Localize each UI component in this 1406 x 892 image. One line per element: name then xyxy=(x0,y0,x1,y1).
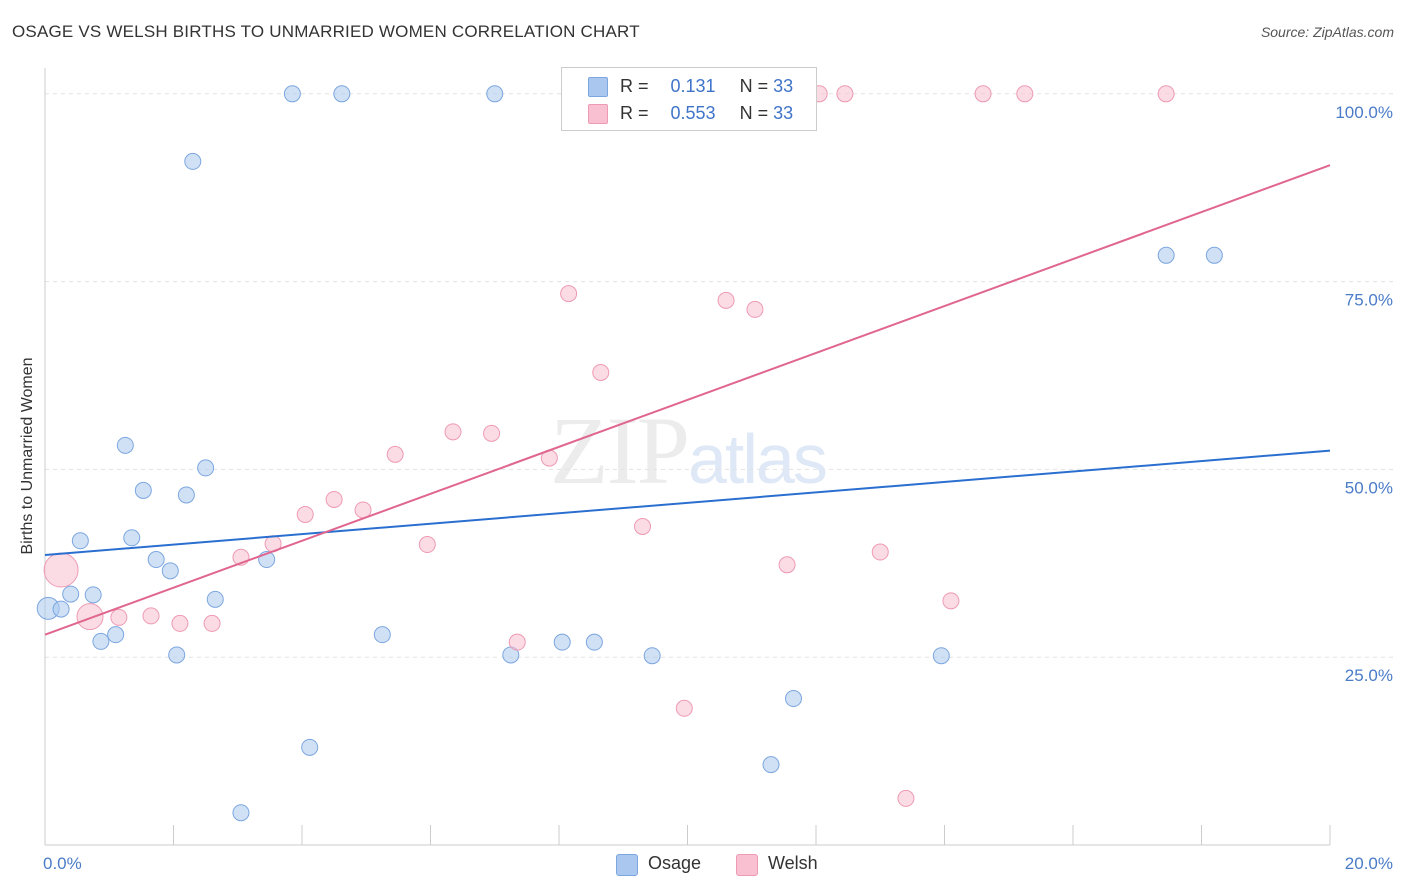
data-point-welsh xyxy=(560,285,578,303)
data-point-welsh xyxy=(171,614,189,632)
data-point-welsh xyxy=(634,517,652,535)
data-point-welsh xyxy=(1157,85,1175,103)
data-point-osage xyxy=(184,152,202,170)
data-point-osage xyxy=(785,690,803,708)
data-point-welsh xyxy=(142,607,160,625)
y-tick-label: 75.0% xyxy=(1345,291,1393,310)
data-point-osage xyxy=(177,486,195,504)
data-point-osage xyxy=(486,85,504,103)
bottom-legend-label-welsh: Welsh xyxy=(768,853,818,873)
data-point-osage xyxy=(206,590,224,608)
data-point-osage xyxy=(116,436,134,454)
data-point-osage xyxy=(932,647,950,665)
chart-title: OSAGE VS WELSH BIRTHS TO UNMARRIED WOMEN… xyxy=(12,22,640,41)
y-tick-label: 25.0% xyxy=(1345,666,1393,685)
data-point-welsh xyxy=(296,505,314,523)
y-tick-label: 50.0% xyxy=(1345,478,1393,497)
data-point-osage xyxy=(197,459,215,477)
bottom-legend-swatch-osage xyxy=(616,854,638,876)
data-point-osage xyxy=(107,626,125,644)
legend-n-value-welsh: 33 xyxy=(773,103,794,123)
bottom-legend-swatch-welsh xyxy=(736,854,758,876)
trend-line-osage xyxy=(44,449,1331,557)
legend-swatch-welsh xyxy=(588,104,608,124)
legend-r-value-osage: 0.131 xyxy=(670,76,716,96)
data-point-osage xyxy=(1157,246,1175,264)
data-point-welsh xyxy=(418,536,436,554)
data-point-welsh xyxy=(43,552,79,588)
data-point-welsh xyxy=(746,300,764,318)
data-point-welsh xyxy=(76,603,104,631)
data-point-osage xyxy=(84,586,102,604)
data-point-welsh xyxy=(778,556,796,574)
data-point-welsh xyxy=(717,291,735,309)
data-point-welsh xyxy=(1016,85,1034,103)
y-tick-label: 100.0% xyxy=(1335,103,1393,122)
data-point-welsh xyxy=(675,699,693,717)
data-point-osage xyxy=(161,562,179,580)
data-point-welsh xyxy=(386,445,404,463)
correlation-legend: R = 0.131 N = 33 R = 0.553 N = 33 xyxy=(561,67,817,131)
data-point-osage xyxy=(283,85,301,103)
data-point-osage xyxy=(147,551,165,569)
data-point-osage xyxy=(1205,246,1223,264)
data-point-osage xyxy=(52,600,70,618)
legend-r-label: R = xyxy=(620,76,649,96)
data-point-osage xyxy=(71,532,89,550)
data-point-osage xyxy=(333,85,351,103)
data-point-osage xyxy=(301,738,319,756)
data-point-osage xyxy=(553,633,571,651)
data-point-osage xyxy=(134,481,152,499)
data-point-osage xyxy=(62,585,80,603)
watermark: ZIPatlas xyxy=(550,395,828,506)
data-point-welsh xyxy=(836,85,854,103)
legend-n-label: N = xyxy=(739,76,769,96)
data-point-osage xyxy=(123,529,141,547)
legend-n-label: N = xyxy=(739,103,769,123)
data-point-welsh xyxy=(444,423,462,441)
x-tick-label: 0.0% xyxy=(43,854,82,873)
data-point-welsh xyxy=(203,614,221,632)
data-point-welsh xyxy=(897,789,915,807)
watermark-atlas: atlas xyxy=(688,420,828,498)
data-point-osage xyxy=(373,626,391,644)
data-point-welsh xyxy=(483,424,501,442)
data-point-osage xyxy=(585,633,603,651)
legend-r-value-welsh: 0.553 xyxy=(670,103,716,123)
trend-line-welsh xyxy=(44,164,1331,636)
data-point-welsh xyxy=(110,608,128,626)
data-point-osage xyxy=(232,804,250,822)
x-tick-label: 20.0% xyxy=(1345,854,1393,873)
watermark-zip: ZIP xyxy=(550,397,690,504)
data-point-welsh xyxy=(974,85,992,103)
data-point-welsh xyxy=(871,543,889,561)
data-point-osage xyxy=(92,632,110,650)
legend-r-label: R = xyxy=(620,103,649,123)
data-point-osage xyxy=(643,647,661,665)
legend-swatch-osage xyxy=(588,77,608,97)
data-point-welsh xyxy=(592,363,610,381)
data-point-osage xyxy=(762,756,780,774)
data-point-welsh xyxy=(508,633,526,651)
bottom-legend-label-osage: Osage xyxy=(648,853,702,873)
data-point-welsh xyxy=(942,592,960,610)
data-point-osage xyxy=(168,646,186,664)
data-point-welsh xyxy=(325,490,343,508)
chart-source: Source: ZipAtlas.com xyxy=(1260,24,1394,40)
legend-n-value-osage: 33 xyxy=(773,76,794,96)
